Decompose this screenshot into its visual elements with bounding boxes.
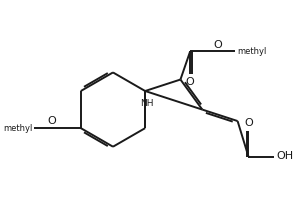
Text: OH: OH <box>277 151 294 161</box>
Text: O: O <box>47 116 56 126</box>
Text: O: O <box>186 77 195 87</box>
Text: O: O <box>244 118 253 128</box>
Text: methyl: methyl <box>237 47 266 56</box>
Text: methyl: methyl <box>4 124 33 133</box>
Text: O: O <box>214 40 222 50</box>
Text: NH: NH <box>140 99 154 108</box>
